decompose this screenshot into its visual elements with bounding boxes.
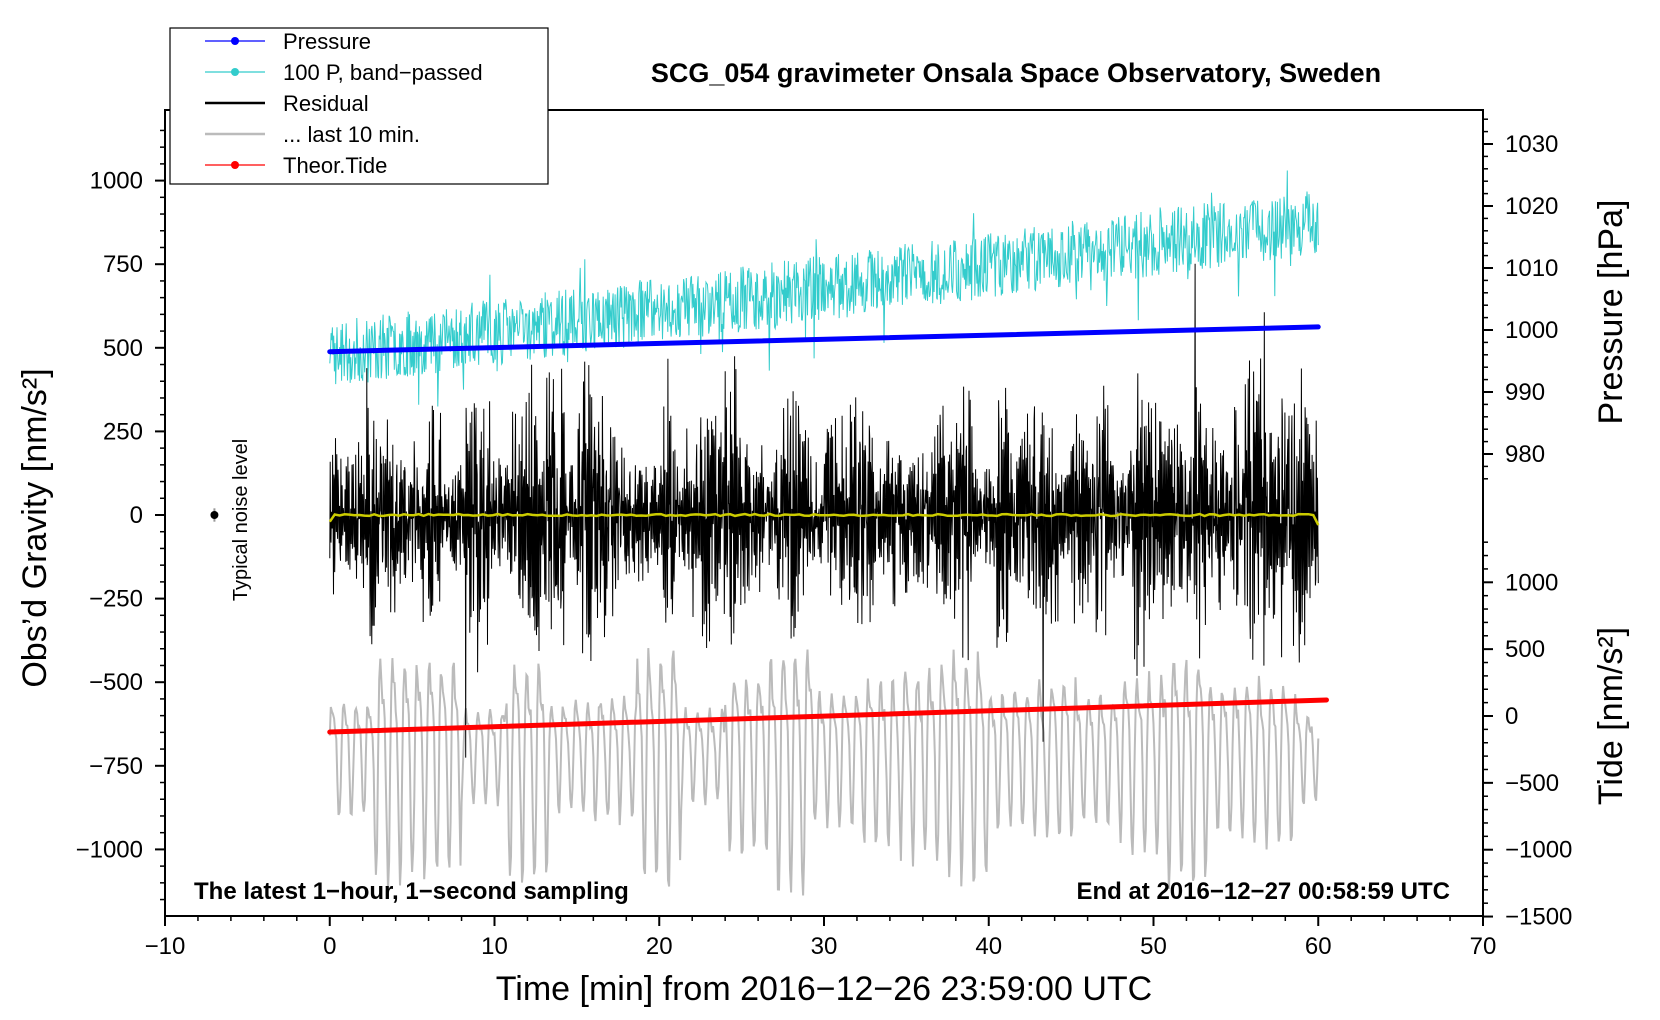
y-axis-label-pressure: Pressure [hPa] (1592, 200, 1630, 425)
x-tick-label: 60 (1305, 933, 1332, 960)
y-tick-label-left: 1000 (90, 168, 143, 195)
tide-tick-label: 500 (1505, 636, 1545, 663)
legend-label: 100 P, band−passed (283, 60, 483, 85)
tide-line (327, 697, 1329, 735)
y-tick-label-left: 500 (103, 335, 143, 362)
legend-label: Pressure (283, 29, 371, 54)
pressure-tick-label: 1020 (1505, 193, 1558, 220)
smoothed-line (328, 512, 1320, 526)
noise-indicator: Typical noise level (210, 439, 252, 601)
noise-label: Typical noise level (230, 439, 252, 601)
y-tick-label-left: 250 (103, 418, 143, 445)
annotation-left: The latest 1−hour, 1−second sampling (194, 878, 629, 905)
y-tick-label-left: −1000 (76, 836, 143, 863)
legend-label: ... last 10 min. (283, 122, 420, 147)
pressure-tick-label: 1000 (1505, 317, 1558, 344)
y-tick-label-left: −250 (89, 586, 143, 613)
pressure-tick-label: 990 (1505, 379, 1545, 406)
pressure-tick-label: 1010 (1505, 255, 1558, 282)
noise-marker (210, 511, 219, 519)
chart-title: SCG_054 gravimeter Onsala Space Observat… (651, 58, 1381, 88)
pressure-tick-label: 980 (1505, 441, 1545, 468)
tide-tick-label: 1000 (1505, 569, 1558, 596)
tide-series (327, 697, 1329, 735)
residual-series (329, 263, 1319, 758)
pressure-series (327, 324, 1321, 355)
legend-marker (231, 161, 239, 169)
legend-label: Residual (283, 91, 369, 116)
x-tick-label: −10 (145, 933, 186, 960)
x-tick-label: 70 (1470, 933, 1497, 960)
pressure-tick-label: 1030 (1505, 131, 1558, 158)
pressure-line (327, 324, 1321, 355)
y-tick-label-left: 750 (103, 251, 143, 278)
tide-tick-label: −1000 (1505, 837, 1572, 864)
y-axis-label-left: Obs’d Gravity [nm/s²] (16, 368, 54, 687)
y-axis-label-tide: Tide [nm/s²] (1592, 627, 1630, 805)
legend-box (169, 27, 549, 185)
tide-tick-label: 0 (1505, 703, 1518, 730)
bandpass-series (329, 170, 1319, 407)
x-tick-label: 10 (481, 933, 508, 960)
x-tick-label: 30 (811, 933, 838, 960)
residual-line (329, 263, 1319, 758)
legend: Pressure 100 P, band−passed Residual ... la… (169, 27, 549, 185)
y-tick-label-left: −500 (89, 669, 143, 696)
smoothed-series (328, 512, 1320, 526)
tide-tick-label: −1500 (1505, 904, 1572, 931)
x-tick-label: 20 (646, 933, 673, 960)
axis-ticks: −10 0 10 20 30 40 50 60 7010007505002500−250−500… (76, 118, 1572, 960)
last10-line (328, 648, 1320, 896)
legend-marker (231, 68, 239, 76)
x-tick-label: 50 (1140, 933, 1167, 960)
last10-series (328, 648, 1320, 896)
annotation-right: End at 2016−12−27 00:58:59 UTC (1076, 878, 1450, 905)
y-tick-label-left: 0 (130, 502, 143, 529)
legend-marker (231, 37, 239, 45)
x-tick-label: 0 (323, 933, 336, 960)
legend-label: Theor.Tide (283, 153, 387, 178)
tide-tick-label: −500 (1505, 770, 1559, 797)
x-tick-label: 40 (975, 933, 1002, 960)
y-tick-label-left: −750 (89, 753, 143, 780)
x-axis-label: Time [min] from 2016−12−26 23:59:00 UTC (496, 970, 1152, 1008)
bandpass-line (329, 170, 1319, 407)
